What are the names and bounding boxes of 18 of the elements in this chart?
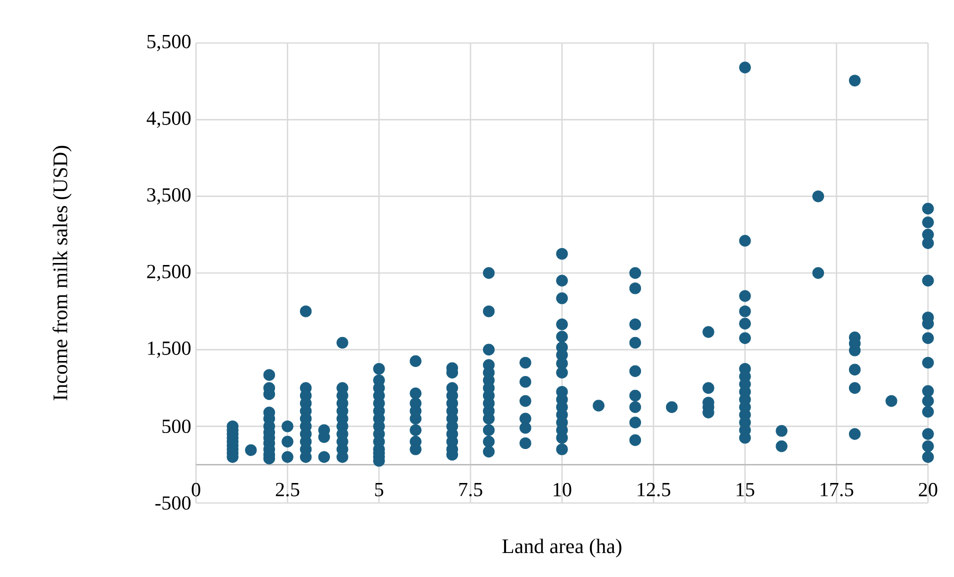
x-tick-label: 0	[192, 482, 200, 496]
x-axis-title: Land area (ha)	[502, 538, 622, 558]
y-tick-label: 4,500	[146, 111, 191, 128]
y-tick-label: 3,500	[147, 188, 191, 205]
x-tick-label: 20	[918, 482, 938, 496]
y-tick-label: 2,500	[147, 264, 191, 282]
y-axis-title: Income from milk sales (USD)	[52, 146, 72, 400]
x-tick-label: 7.5	[459, 482, 482, 496]
y-tick-label: 5,500	[147, 34, 191, 52]
x-tick-label: 15	[736, 482, 754, 496]
x-tick-label: 12.5	[638, 482, 670, 496]
y-tick-label: -500	[155, 496, 191, 510]
x-tick-label: 5	[375, 483, 384, 496]
x-tick-label: 2.5	[276, 482, 300, 496]
y-tick-label: 1,500	[148, 341, 191, 358]
x-tick-label: 10	[554, 482, 572, 496]
x-tick-label: 17.5	[820, 482, 854, 496]
y-tick-label: 500	[162, 420, 191, 434]
